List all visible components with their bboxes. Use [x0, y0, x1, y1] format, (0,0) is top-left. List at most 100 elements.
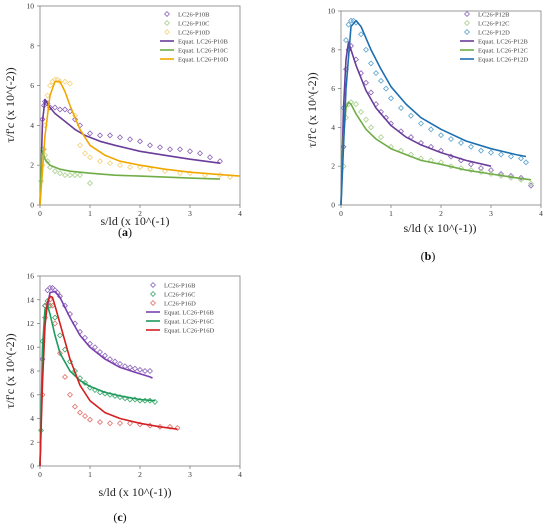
data-point — [132, 365, 138, 372]
data-point — [127, 136, 133, 143]
data-point — [428, 126, 434, 133]
data-point — [127, 364, 133, 371]
series-line — [39, 150, 221, 206]
data-point — [87, 130, 93, 137]
legend-marker-swatch — [464, 20, 470, 26]
data-point — [197, 150, 203, 157]
data-point — [117, 420, 123, 427]
data-point — [137, 138, 143, 145]
legend-entry-label: LC26-P16C — [164, 291, 195, 298]
data-point — [368, 124, 374, 131]
x-tick-label: 0 — [38, 209, 42, 218]
data-point — [67, 80, 73, 87]
data-point — [373, 70, 379, 77]
data-point — [488, 149, 494, 156]
data-point — [67, 358, 73, 365]
x-axis-label: s/ld (x 10^(-1)) — [404, 221, 477, 235]
data-point — [107, 160, 113, 167]
legend: LC26-P12B LC26-P12C LC26-P12D Equat. LC26-P… — [460, 11, 528, 63]
y-axis-label: τ/f'c (x 10^(-2)) — [3, 67, 17, 142]
data-point — [147, 368, 153, 374]
series-line — [340, 41, 492, 206]
data-point — [468, 161, 474, 168]
x-tick-label: 1 — [389, 209, 393, 218]
legend-entry-label: Equat. LC26-P16B — [164, 309, 214, 316]
legend-entry-label: Equat. LC26-P12B — [478, 38, 528, 45]
data-point — [458, 139, 464, 146]
y-tick-label: 6 — [30, 390, 34, 399]
data-point — [97, 158, 103, 165]
data-point — [72, 116, 78, 123]
legend-entry-label: Equat. LC26-P10C — [178, 47, 228, 54]
y-tick-label: 0 — [30, 462, 34, 471]
legend-entry-label: LC26-P12D — [478, 29, 510, 36]
data-point — [378, 77, 384, 84]
data-point — [82, 413, 88, 420]
data-point — [438, 132, 444, 139]
y-tick-label: 0 — [331, 201, 335, 210]
data-point — [117, 162, 123, 169]
data-point — [52, 320, 58, 327]
data-point — [348, 17, 354, 24]
legend-entry-label: LC26-P10B — [178, 11, 210, 18]
data-point — [174, 425, 181, 431]
series-line — [340, 19, 527, 206]
chart-panel-b: 0 1 2 3 4 0 2 4 6 8 10 s/ld (x 10^(-1)) τ/f'c (x 10^… — [305, 7, 543, 264]
y-tick-label: 10 — [328, 7, 336, 16]
y-tick-label: 10 — [27, 2, 35, 11]
data-point — [57, 332, 63, 339]
data-point — [52, 104, 58, 111]
chart-panel-a: 0 1 2 3 4 0 2 4 6 8 10 s/ld (x 10^(-1) τ/f'c (x 10^(… — [3, 2, 242, 240]
data-point — [478, 169, 484, 175]
data-point — [107, 132, 113, 139]
data-point — [127, 164, 133, 171]
data-point — [147, 166, 153, 173]
data-point — [498, 151, 504, 158]
legend-entry-label: Equat. LC26-P10B — [178, 38, 228, 45]
data-point — [47, 284, 53, 291]
data-point — [177, 146, 183, 153]
data-point — [345, 21, 352, 28]
legend-entry-label: Equat. LC26-P10D — [178, 56, 228, 63]
legend-entry-label: LC26-P10C — [178, 20, 209, 27]
data-point — [418, 120, 424, 127]
legend-marker-swatch — [464, 29, 470, 35]
y-tick-label: 10 — [27, 343, 35, 352]
data-point — [398, 105, 404, 111]
x-tick-label: 3 — [489, 209, 493, 218]
data-point — [388, 95, 394, 102]
x-tick-label: 3 — [188, 209, 192, 218]
series-line — [39, 304, 156, 467]
data-point — [162, 168, 168, 175]
data-point — [202, 172, 208, 179]
legend-entry-label: Equat. LC26-P12C — [478, 47, 528, 54]
y-axis-label: τ/f'c (x 10^(-2)) — [3, 333, 17, 408]
legend-entry-label: LC26-P12B — [478, 11, 510, 18]
legend-entry-label: Equat. LC26-P16C — [164, 318, 214, 325]
legend-entry-label: LC26-P16D — [164, 300, 196, 307]
data-point — [157, 144, 163, 151]
y-tick-label: 2 — [331, 162, 335, 171]
data-point — [62, 172, 68, 179]
data-point — [518, 155, 524, 162]
data-point — [107, 420, 113, 427]
data-point — [458, 165, 464, 172]
data-point — [498, 170, 504, 177]
data-point — [52, 168, 58, 175]
data-point — [137, 366, 143, 373]
legend: LC26-P16B LC26-P16C LC26-P16D Equat. LC26-P… — [146, 282, 214, 334]
data-point — [57, 170, 63, 177]
y-tick-label: 4 — [331, 123, 335, 132]
data-point — [57, 350, 63, 357]
legend-entry-label: LC26-P10D — [178, 29, 210, 36]
legend-marker-swatch — [164, 29, 170, 35]
data-point — [448, 136, 454, 143]
x-tick-label: 3 — [188, 470, 192, 479]
data-point — [77, 409, 83, 416]
data-point — [368, 89, 374, 96]
x-axis-label: s/ld (x 10^(-1) — [101, 214, 170, 228]
data-point — [67, 172, 73, 179]
data-point — [137, 164, 143, 171]
legend-marker-swatch — [164, 11, 170, 17]
